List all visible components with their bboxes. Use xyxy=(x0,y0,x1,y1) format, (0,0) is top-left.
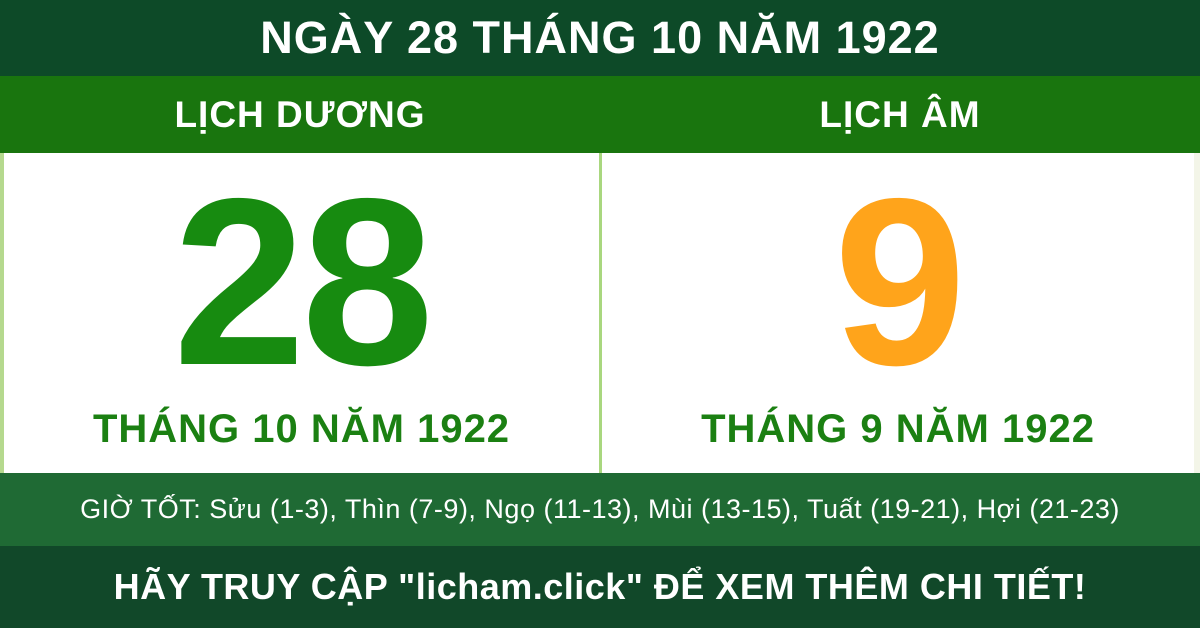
good-hours-text: GIỜ TỐT: Sửu (1-3), Thìn (7-9), Ngọ (11-… xyxy=(80,494,1120,524)
lunar-month-year: THÁNG 9 NĂM 1922 xyxy=(701,406,1095,451)
date-panels: 28 THÁNG 10 NĂM 1922 9 THÁNG 9 NĂM 1922 xyxy=(0,153,1200,473)
solar-month-year: THÁNG 10 NĂM 1922 xyxy=(92,406,511,451)
solar-calendar-panel: 28 THÁNG 10 NĂM 1922 xyxy=(4,153,599,473)
solar-day-number: 28 xyxy=(173,150,434,416)
good-hours-bar: GIỜ TỐT: Sửu (1-3), Thìn (7-9), Ngọ (11-… xyxy=(0,473,1200,546)
footer-cta-text: HÃY TRUY CẬP "licham.click" ĐỂ XEM THÊM … xyxy=(113,566,1087,607)
date-banner: NGÀY 28 THÁNG 10 NĂM 1922 xyxy=(0,0,1200,76)
calendar-type-bar: LỊCH DƯƠNG LỊCH ÂM xyxy=(0,76,1200,153)
lunar-calendar-label: LỊCH ÂM xyxy=(819,93,981,135)
lunar-calendar-header: LỊCH ÂM xyxy=(600,76,1200,153)
lunar-calendar-panel: 9 THÁNG 9 NĂM 1922 xyxy=(599,153,1194,473)
lunar-day-number: 9 xyxy=(833,150,966,416)
solar-calendar-header: LỊCH DƯƠNG xyxy=(0,76,600,153)
footer-banner: HÃY TRUY CẬP "licham.click" ĐỂ XEM THÊM … xyxy=(0,546,1200,628)
date-banner-text: NGÀY 28 THÁNG 10 NĂM 1922 xyxy=(260,12,940,63)
solar-calendar-label: LỊCH DƯƠNG xyxy=(174,93,426,135)
